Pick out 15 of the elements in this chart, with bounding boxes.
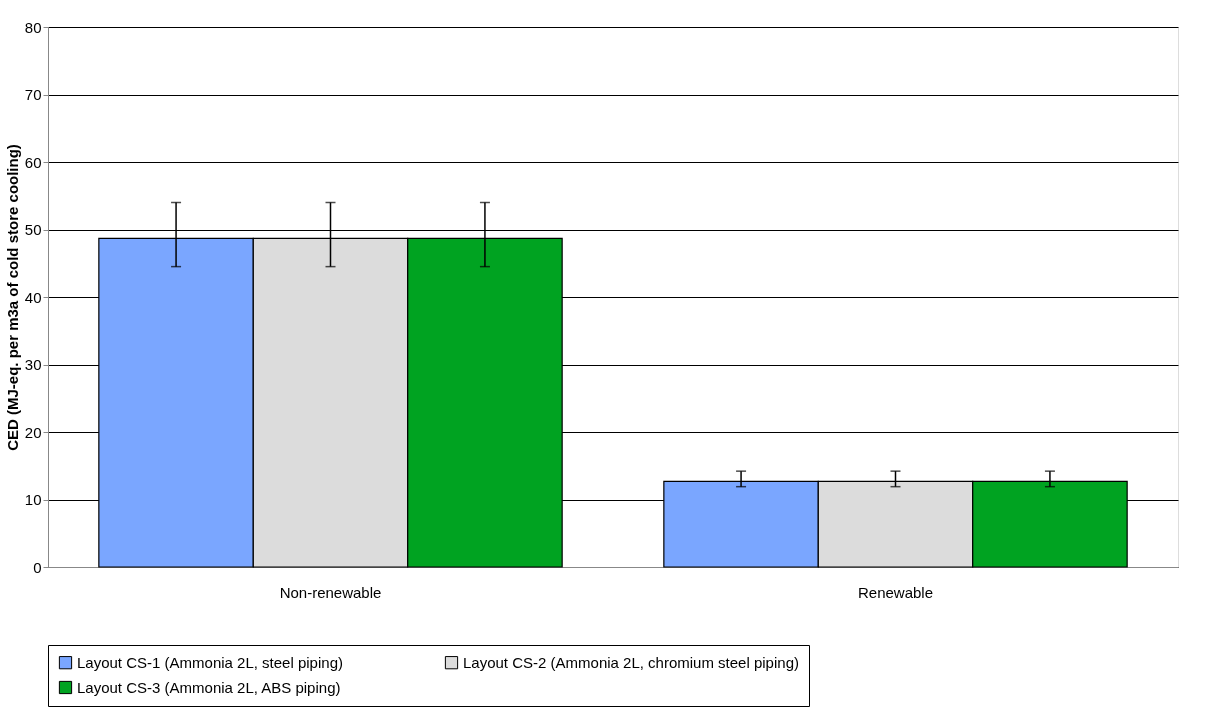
legend-label: Layout CS-1 (Ammonia 2L, steel piping): [77, 653, 343, 671]
y-tick-label: 10: [24, 491, 42, 508]
y-tick-label: 70: [24, 86, 42, 103]
y-tick-label: 0: [33, 558, 42, 576]
x-tick-label: Non-renewable: [279, 583, 382, 601]
y-tick-label: 20: [24, 423, 42, 441]
y-tick-label: 40: [24, 288, 42, 306]
legend-label: Layout CS-3 (Ammonia 2L, ABS piping): [77, 678, 341, 696]
y-tick-label: 50: [24, 221, 42, 238]
y-tick-label: 30: [24, 356, 42, 373]
y-tick-label: 60: [24, 153, 42, 171]
y-axis-title: CED (MJ-eq. per m3a of cold store cooling): [3, 144, 21, 451]
x-tick-label: Renewable: [857, 583, 934, 601]
y-tick-label: 80: [24, 18, 42, 36]
legend-label: Layout CS-2 (Ammonia 2L, chromium steel piping): [463, 653, 799, 671]
